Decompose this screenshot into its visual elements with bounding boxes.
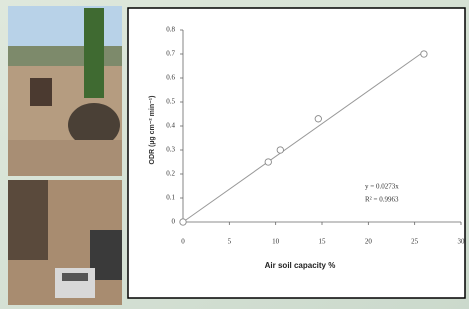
y-tick-label: 0.1 (166, 194, 175, 202)
x-axis-label: Air soil capacity % (265, 261, 336, 270)
point (315, 116, 321, 122)
y-tick-label: 0.4 (166, 122, 175, 130)
point (180, 219, 186, 225)
y-tick-label: 0.3 (166, 146, 175, 154)
x-tick-label: 0 (181, 238, 185, 246)
y-tick-label: 0.5 (166, 98, 175, 106)
equation: y = 0.0273x (365, 183, 399, 191)
x-tick-label: 30 (458, 238, 466, 246)
x-tick-label: 15 (319, 238, 327, 246)
r-squared: R² = 0.9963 (365, 196, 399, 204)
point (265, 159, 271, 165)
photo-bottom (8, 180, 122, 305)
x-tick-label: 25 (411, 238, 419, 246)
x-tick-label: 20 (365, 238, 373, 246)
x-tick-label: 5 (228, 238, 232, 246)
y-tick-label: 0.7 (166, 50, 175, 58)
chart-frame (128, 8, 465, 298)
photo-top (8, 6, 122, 176)
point (421, 51, 427, 57)
point (277, 147, 283, 153)
x-tick-label: 10 (272, 238, 280, 246)
y-axis-label: ODR (µg cm⁻² min⁻¹) (149, 96, 156, 165)
y-tick-label: 0.6 (166, 74, 175, 82)
y-tick-label: 0.2 (166, 170, 175, 178)
y-tick-label: 0.8 (166, 26, 175, 34)
y-tick-label: 0 (172, 218, 176, 226)
figure: ODR (µg cm⁻² min⁻¹) Air soil capacity % … (0, 0, 469, 309)
